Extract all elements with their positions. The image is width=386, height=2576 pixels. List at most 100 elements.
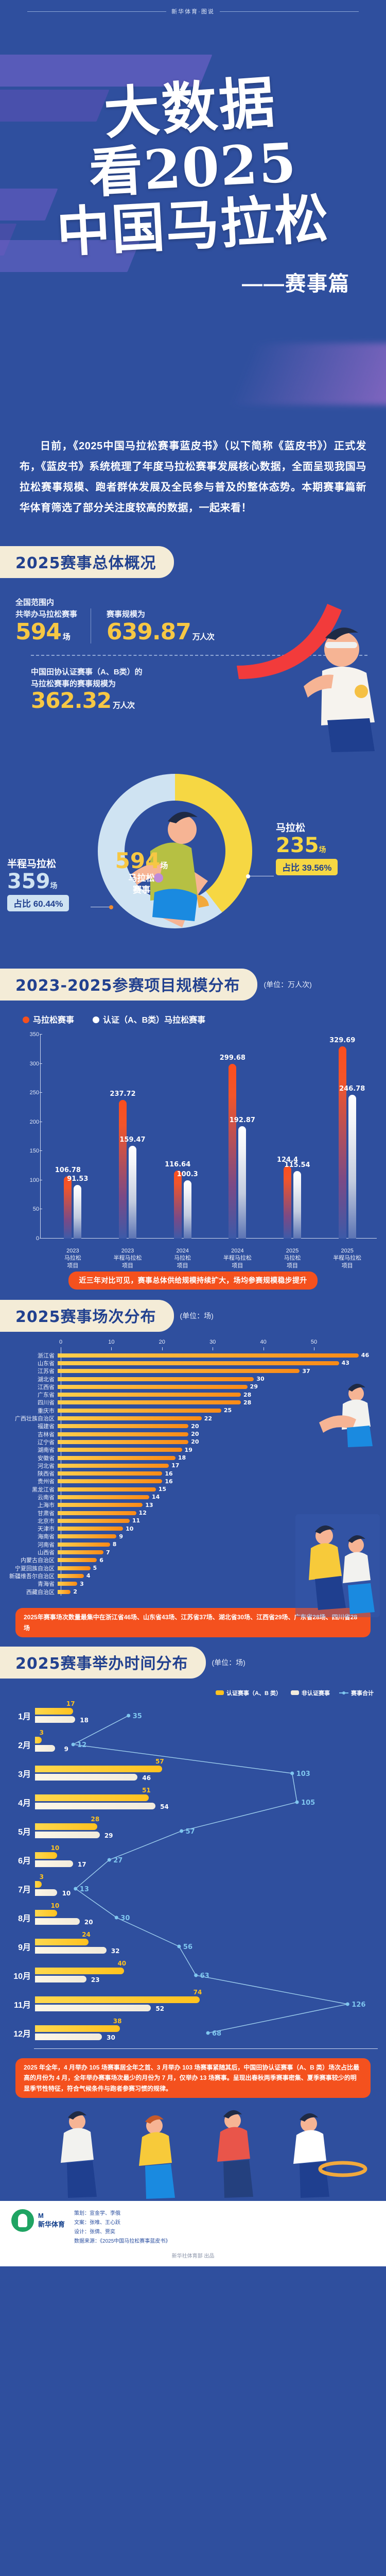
mchart-bar: 3 xyxy=(35,1873,44,1888)
pchart-tick-mark xyxy=(162,1347,163,1350)
pchart-bar-value: 46 xyxy=(361,1352,370,1359)
pchart-row-track: 20 xyxy=(58,1438,386,1446)
pchart-row-label: 西藏自治区 xyxy=(26,1589,55,1596)
mchart-bar-value: 23 xyxy=(91,1976,100,1984)
mchart-bar-value: 3 xyxy=(39,1729,44,1737)
donut-chart-block: 594场 马拉松 赛事 半程马拉松 359场 占比 60.44% 马拉松 235… xyxy=(0,758,386,959)
pchart-bar-value: 9 xyxy=(119,1533,124,1540)
mchart-bar-value: 24 xyxy=(82,1931,91,1939)
mchart-bars: 51 54 xyxy=(35,1787,378,1811)
donut-left-share: 占比 60.44% xyxy=(7,895,69,911)
vchart-bar: 91.53 xyxy=(67,1175,88,1239)
vchart-x-label: 2025 半程马拉松 项目 xyxy=(333,1248,362,1269)
donut-left-value-wrap: 359场 xyxy=(7,871,100,892)
mchart-row: 5月 28 29 xyxy=(10,1816,378,1845)
vchart-y-tick: 50 xyxy=(24,1206,42,1212)
overview-stat3-unit: 万人次 xyxy=(113,701,135,710)
overview-stat3-value: 362.32 xyxy=(31,688,112,713)
pchart-row-track: 7 xyxy=(58,1548,386,1556)
overview-stat1-value-wrap: 594 场 xyxy=(15,620,77,643)
footer-logo-mark-icon xyxy=(11,2209,34,2232)
mchart-bar: 40 xyxy=(35,1960,126,1975)
mchart-bars: 10 17 xyxy=(35,1844,378,1869)
vchart-legend-item-0: 马拉松赛事 xyxy=(23,1013,74,1025)
overview-stat-events: 全国范围内 共举办马拉松赛事 594 场 xyxy=(15,597,91,643)
pchart-note: 2025年赛事场次数量最集中在浙江省46场、山东省43场、江苏省37场、湖北省3… xyxy=(15,1608,371,1637)
mchart-bar: 29 xyxy=(35,1832,113,1839)
pchart-row-track: 37 xyxy=(58,1367,386,1375)
pchart-row: 贵州省 16 xyxy=(0,1478,386,1485)
mchart-bar: 46 xyxy=(35,1774,151,1782)
vchart-x-label: 2023 半程马拉松 项目 xyxy=(113,1248,142,1269)
pchart-row-track: 20 xyxy=(58,1422,386,1430)
mchart-legend: 认证赛事（A、B 类） 非认证赛事 赛事合计 xyxy=(0,1684,386,1699)
pchart-bar xyxy=(58,1369,300,1374)
vchart-x-axis xyxy=(40,1238,377,1239)
pchart-bar xyxy=(58,1353,359,1358)
pchart-row-track: 18 xyxy=(58,1454,386,1462)
overview-stat2-value: 639.87 xyxy=(107,618,191,645)
mchart-month-label: 3月 xyxy=(18,1770,31,1779)
pchart-bar-value: 13 xyxy=(145,1501,153,1509)
runner-illustration-c xyxy=(319,1383,373,1447)
kicker-label: 新华体育·图说 xyxy=(171,9,215,15)
overview-stats: 全国范围内 共举办马拉松赛事 594 场 赛事规模为 639.87 万人次 中国田协… xyxy=(0,583,386,753)
mchart-legend-cert-label: 认证赛事（A、B 类） xyxy=(226,1690,282,1697)
donut-left-title: 半程马拉松 xyxy=(7,859,57,870)
pchart-row-track: 22 xyxy=(58,1414,386,1422)
pchart-row-label: 河南省 xyxy=(38,1541,55,1548)
pchart-bar-value: 8 xyxy=(112,1541,117,1548)
pchart-tick-mark xyxy=(111,1347,112,1350)
mchart-bar-value: 40 xyxy=(117,1960,127,1968)
legend-swatch-nocert xyxy=(291,1690,299,1696)
mchart-month-label: 8月 xyxy=(18,1914,31,1923)
section-heading-pchart: 2025赛事场次分布 (单位：场) xyxy=(0,1300,386,1332)
pchart-row: 吉林省 20 xyxy=(0,1430,386,1438)
overview-stat3-value-wrap: 362.32 万人次 xyxy=(31,690,386,711)
pchart-bar xyxy=(58,1393,241,1397)
pchart-row: 宁夏回族自治区 5 xyxy=(0,1564,386,1572)
pchart-row: 青海省 3 xyxy=(0,1580,386,1588)
mchart-month-label: 11月 xyxy=(14,2001,31,2010)
pchart-bar-value: 7 xyxy=(106,1549,110,1556)
overview-stat2-label: 赛事规模为 xyxy=(107,610,146,619)
donut-marathon-callout: 马拉松 235场 占比 39.56% xyxy=(276,820,379,875)
pchart-row-label: 北京市 xyxy=(38,1518,55,1524)
pchart-row-track: 15 xyxy=(58,1485,386,1493)
mchart-legend-total: 赛事合计 xyxy=(339,1689,374,1697)
pchart-row: 云南省 14 xyxy=(0,1493,386,1501)
mchart-bar: 32 xyxy=(35,1947,120,1955)
pchart-bar-value: 12 xyxy=(138,1510,147,1517)
vchart-bar: 237.72 xyxy=(110,1090,136,1239)
pchart-bar xyxy=(58,1589,71,1594)
pchart-bar xyxy=(58,1384,248,1389)
pchart-tick-label: 20 xyxy=(159,1339,165,1345)
pchart-row: 山西省 7 xyxy=(0,1548,386,1556)
vchart-bar-group: 116.64 100.3 xyxy=(155,1035,210,1239)
mchart-bar-value: 29 xyxy=(104,1832,113,1840)
mchart-bar: 10 xyxy=(35,1844,59,1859)
pchart-bar xyxy=(58,1503,143,1507)
footer-logo: M 新华体育 xyxy=(11,2209,65,2232)
pchart-row: 安徽省 18 xyxy=(0,1454,386,1462)
vchart-bars: 106.78 91.53 237.72 159.47 116.64 100.3 299.68… xyxy=(45,1035,375,1239)
hero-banner: 大数据 看2025 中国马拉松 ——赛事篇 xyxy=(0,19,386,420)
mchart-bar: 24 xyxy=(35,1931,91,1946)
donut-center-value: 594 xyxy=(115,848,161,873)
mchart-month-label: 6月 xyxy=(18,1856,31,1866)
vchart-x-label: 2024 半程马拉松 项目 xyxy=(223,1248,252,1269)
pchart-unit-label: (单位：场) xyxy=(180,1312,214,1320)
vchart-bar: 192.87 xyxy=(230,1116,255,1239)
pchart-row-label: 重庆市 xyxy=(38,1408,55,1414)
pchart-bar xyxy=(58,1432,189,1436)
pchart-row-track: 25 xyxy=(58,1406,386,1414)
mchart-row: 4月 51 54 xyxy=(10,1787,378,1817)
monthly-chart: 1月 17 18 2月 3 9 3月 57 46 4月 51 54 5月 28 29 6月 10 17 7月 3 10 8… xyxy=(10,1700,378,2047)
mchart-bar-value: 3 xyxy=(39,1873,44,1881)
mchart-bar-value: 9 xyxy=(64,1745,68,1753)
kicker-rule-right xyxy=(219,11,359,12)
vchart-bar: 299.68 xyxy=(220,1054,245,1239)
vchart-bar-value: 237.72 xyxy=(110,1090,136,1098)
pchart-bar-value: 20 xyxy=(191,1438,199,1446)
pchart-rows: 浙江省 46 山东省 43 江苏省 37 湖北省 30 江西省 29 广东省 28 四川省 28 重庆市 25… xyxy=(0,1351,386,1596)
